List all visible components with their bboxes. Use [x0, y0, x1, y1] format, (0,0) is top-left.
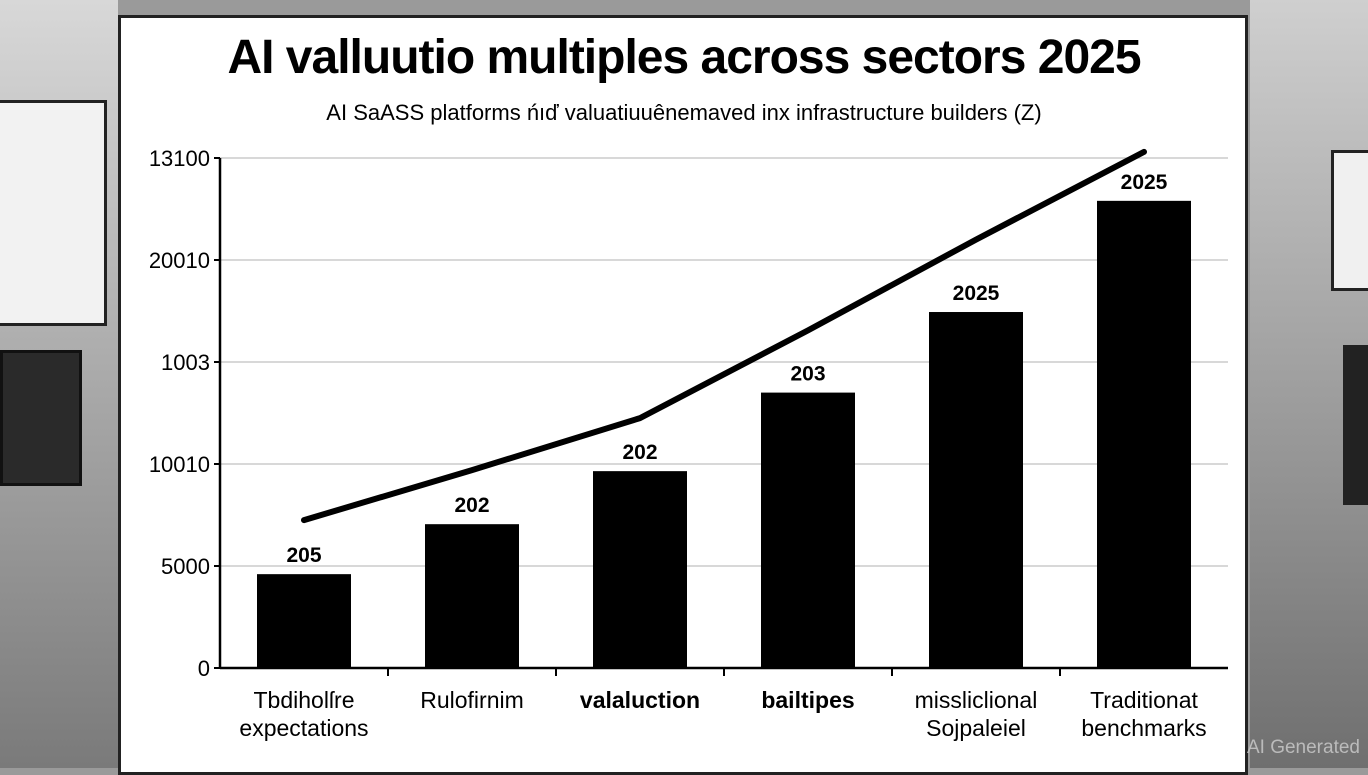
data-label: 202 [622, 441, 657, 464]
y-tick-label: 20010 [149, 248, 210, 273]
x-tick-label: Rulofirnim [420, 687, 524, 713]
data-label: 205 [286, 544, 321, 567]
x-tick-label: valaluction [580, 687, 700, 713]
chart-subtitle: AI SaASS platforms ńıď valuatiuuênemaved… [326, 100, 1042, 125]
trend-line [301, 148, 1147, 524]
data-label: 2025 [953, 282, 1000, 305]
bar [593, 471, 687, 668]
data-label: 202 [454, 494, 489, 517]
computer-monitor [0, 350, 82, 486]
wall-poster [0, 100, 107, 326]
bar [1097, 200, 1191, 668]
bar [929, 312, 1023, 668]
y-tick-label: 5000 [161, 554, 210, 579]
data-label: 2025 [1121, 171, 1168, 194]
x-tick-label: Tbdiholſre [254, 687, 355, 713]
x-tick-label: benchmarks [1081, 715, 1206, 741]
chart-title: AI valluutio multiples across sectors 20… [227, 31, 1141, 84]
x-tick-label: expectations [239, 715, 368, 741]
bar [761, 392, 855, 668]
x-tick-label: Traditionat [1090, 687, 1198, 713]
bar [257, 574, 351, 668]
x-tick-label: bailtipes [761, 687, 854, 713]
y-tick-label: 0 [198, 656, 210, 681]
y-tick-label: 13100 [149, 146, 210, 171]
x-tick-label: missliclional [915, 687, 1038, 713]
x-tick-label: Sojpaleiel [926, 715, 1026, 741]
data-label: 203 [790, 363, 825, 386]
laptop [1343, 345, 1368, 505]
watermark: AI Generated [1246, 737, 1360, 758]
bar [425, 524, 519, 668]
y-tick-label: 1003 [161, 350, 210, 375]
y-tick-label: 10010 [149, 452, 210, 477]
wall-poster [1331, 150, 1368, 291]
